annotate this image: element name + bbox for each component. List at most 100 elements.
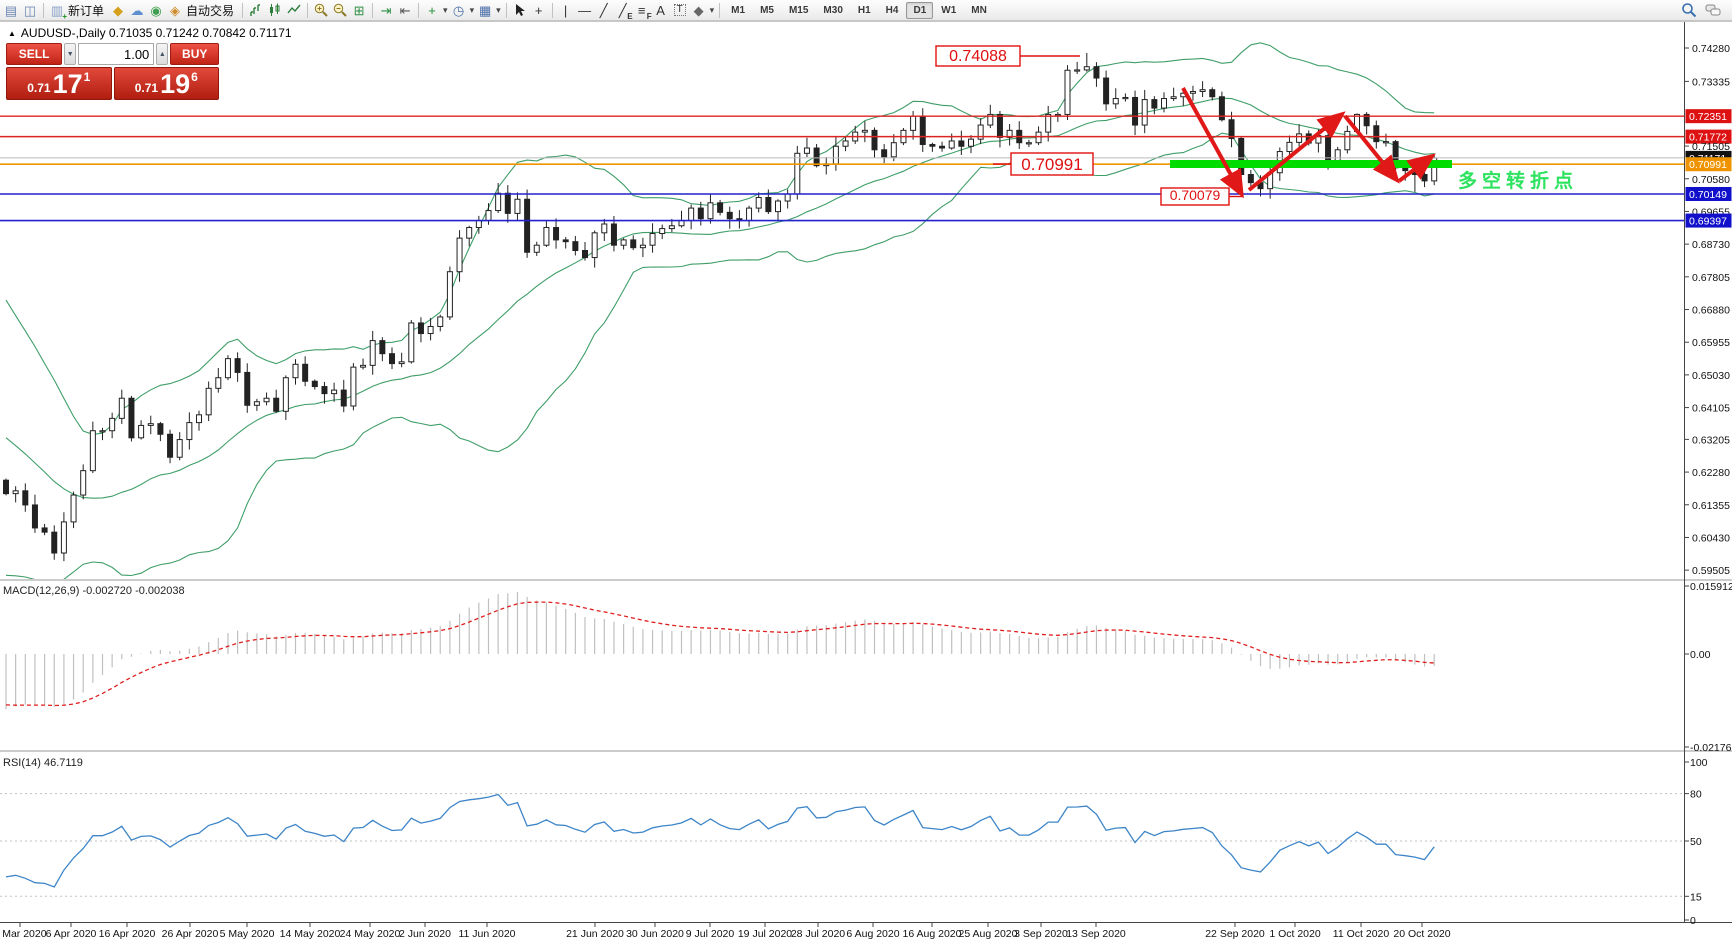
profile-icon[interactable]: ◫: [23, 2, 37, 18]
autotrading-icon[interactable]: ◈: [170, 2, 181, 18]
svg-text:0.62280: 0.62280: [1692, 467, 1730, 479]
one-click-trading-panel: SELL ▼ ▲ BUY 0.71 17 1 0.71 19 6: [6, 43, 219, 100]
panel-toggle-icon[interactable]: ▲: [8, 28, 16, 38]
new-order-icon[interactable]: ▥ +: [50, 2, 67, 21]
toolbar-separator: [719, 2, 721, 18]
chart-title-bar: ▲ AUDUSD-,Daily 0.71035 0.71242 0.70842 …: [8, 26, 292, 40]
chat-icon[interactable]: [1704, 2, 1722, 19]
svg-text:0.71772: 0.71772: [1689, 132, 1727, 144]
charts-window-icon[interactable]: ▤: [4, 2, 18, 18]
timeframe-h1-button[interactable]: H1: [851, 2, 878, 19]
timeframe-m15-button[interactable]: M15: [782, 2, 815, 19]
zoom-out-icon[interactable]: [331, 2, 349, 19]
buy-price-box[interactable]: 0.71 19 6: [113, 67, 219, 100]
toolbar-right-group: [1680, 2, 1730, 19]
buy-button[interactable]: BUY: [170, 43, 219, 65]
crosshair-icon[interactable]: +: [534, 2, 543, 18]
svg-text:19 Jul 2020: 19 Jul 2020: [738, 928, 792, 940]
macd-pane[interactable]: [5, 592, 1435, 710]
indicators-icon[interactable]: +: [428, 2, 436, 18]
svg-text:0.66880: 0.66880: [1692, 305, 1730, 317]
timeframe-d1-button[interactable]: D1: [906, 1, 934, 19]
svg-text:0: 0: [1690, 915, 1696, 927]
volume-input[interactable]: [78, 43, 155, 65]
svg-text:16 Apr 2020: 16 Apr 2020: [99, 928, 156, 940]
svg-text:2 Jun 2020: 2 Jun 2020: [399, 928, 451, 940]
trendline-icon[interactable]: ╱: [599, 2, 608, 18]
svg-text:0.70580: 0.70580: [1692, 174, 1730, 186]
sell-price-sup: 1: [83, 70, 91, 84]
zoom-in-icon[interactable]: [312, 2, 330, 19]
chart-shift-icon[interactable]: ⇤: [399, 2, 411, 18]
market-icon[interactable]: ◉: [150, 2, 162, 18]
svg-text:0.65030: 0.65030: [1692, 370, 1730, 382]
toolbar: ▤ ◫ ▥ + 新订单 ◆ ☁ ◉ ◈ 自动交易 ⊞ ⇥ ⇤ + ▾ ◷ ▾ ▦ ▾ + | — ╱ ╱ E ≡ F A T ◆ ▾ M1 M5…: [0, 0, 1732, 21]
svg-text:0.71505: 0.71505: [1692, 141, 1730, 153]
sell-price-main: 0.71: [27, 81, 51, 95]
sell-price-box[interactable]: 0.71 17 1: [6, 67, 112, 100]
annotation-note[interactable]: 多空转折点: [1458, 169, 1578, 192]
buy-price-big: 19: [160, 69, 191, 100]
periods-icon[interactable]: ◷: [452, 2, 465, 18]
templates-caret-icon[interactable]: ▾: [496, 4, 501, 15]
arrows-caret-icon[interactable]: ▾: [709, 4, 715, 15]
svg-text:6 Apr 2020: 6 Apr 2020: [46, 928, 97, 940]
new-order-label[interactable]: 新订单: [68, 3, 105, 18]
auto-scroll-icon[interactable]: ⇥: [380, 2, 392, 18]
svg-text:7 Mar 2020: 7 Mar 2020: [0, 928, 47, 940]
sell-button[interactable]: SELL: [6, 43, 63, 65]
tile-windows-icon[interactable]: ⊞: [353, 2, 365, 18]
arrows-tool-icon[interactable]: ◆: [693, 2, 704, 18]
svg-text:0.00: 0.00: [1690, 649, 1711, 661]
rsi-pane[interactable]: [0, 793, 1684, 897]
svg-text:25 Aug 2020: 25 Aug 2020: [959, 928, 1018, 940]
green-trend-band[interactable]: [1170, 160, 1452, 168]
buy-price-main: 0.71: [134, 81, 159, 95]
timeframe-m5-button[interactable]: M5: [753, 2, 781, 19]
periods-caret-icon[interactable]: ▾: [469, 4, 475, 15]
price-callout[interactable]: 0.70991: [993, 152, 1094, 176]
price-axis: 0.742800.733350.723510.717720.715050.711…: [1684, 43, 1732, 927]
trend-arrows[interactable]: [1181, 87, 1436, 199]
equidistant-channel-icon[interactable]: ╱ E: [618, 2, 633, 21]
line-chart-icon[interactable]: [285, 2, 303, 19]
svg-text:0.67805: 0.67805: [1692, 272, 1730, 284]
svg-text:6 Aug 2020: 6 Aug 2020: [846, 928, 899, 940]
svg-text:3 Sep 2020: 3 Sep 2020: [1014, 928, 1068, 940]
svg-text:1 Oct 2020: 1 Oct 2020: [1269, 928, 1321, 940]
timeframe-h4-button[interactable]: H4: [879, 2, 906, 19]
svg-text:20 Oct 2020: 20 Oct 2020: [1393, 928, 1450, 940]
mql5-community-icon[interactable]: ☁: [130, 2, 144, 18]
search-icon[interactable]: [1680, 2, 1698, 19]
fibonacci-icon[interactable]: ≡ F: [637, 2, 652, 21]
text-label-icon[interactable]: T: [671, 2, 689, 19]
horizontal-line-icon[interactable]: —: [578, 2, 592, 18]
indicators-caret-icon[interactable]: ▾: [443, 4, 448, 15]
svg-text:0.64105: 0.64105: [1692, 403, 1730, 415]
bar-chart-icon[interactable]: [247, 2, 265, 19]
svg-text:28 Jul 2020: 28 Jul 2020: [791, 928, 845, 940]
autotrading-label[interactable]: 自动交易: [186, 3, 235, 18]
svg-text:9 Jul 2020: 9 Jul 2020: [686, 928, 735, 940]
svg-text:0.015912: 0.015912: [1690, 581, 1732, 593]
volume-up-button[interactable]: ▲: [156, 43, 169, 65]
svg-text:0.73335: 0.73335: [1692, 76, 1730, 88]
text-icon[interactable]: A: [656, 2, 665, 18]
svg-text:0.61355: 0.61355: [1692, 500, 1730, 512]
price-callout[interactable]: 0.74088: [935, 45, 1080, 67]
price-callout[interactable]: 0.70079: [1160, 187, 1243, 206]
timeframe-m1-button[interactable]: M1: [724, 2, 752, 19]
metaeditor-icon[interactable]: ◆: [113, 2, 124, 18]
candlestick-chart-icon[interactable]: [266, 2, 284, 19]
svg-text:-0.021768: -0.021768: [1690, 742, 1732, 754]
templates-icon[interactable]: ▦: [478, 2, 492, 18]
timeframe-mn-button[interactable]: MN: [964, 2, 994, 19]
svg-text:0.59505: 0.59505: [1692, 565, 1730, 577]
timeframe-w1-button[interactable]: W1: [934, 2, 963, 19]
vertical-line-icon[interactable]: |: [563, 2, 568, 18]
cursor-icon[interactable]: [511, 2, 529, 19]
volume-down-button[interactable]: ▼: [64, 43, 77, 65]
svg-text:0.63205: 0.63205: [1692, 434, 1730, 446]
timeframe-m30-button[interactable]: M30: [816, 2, 849, 19]
